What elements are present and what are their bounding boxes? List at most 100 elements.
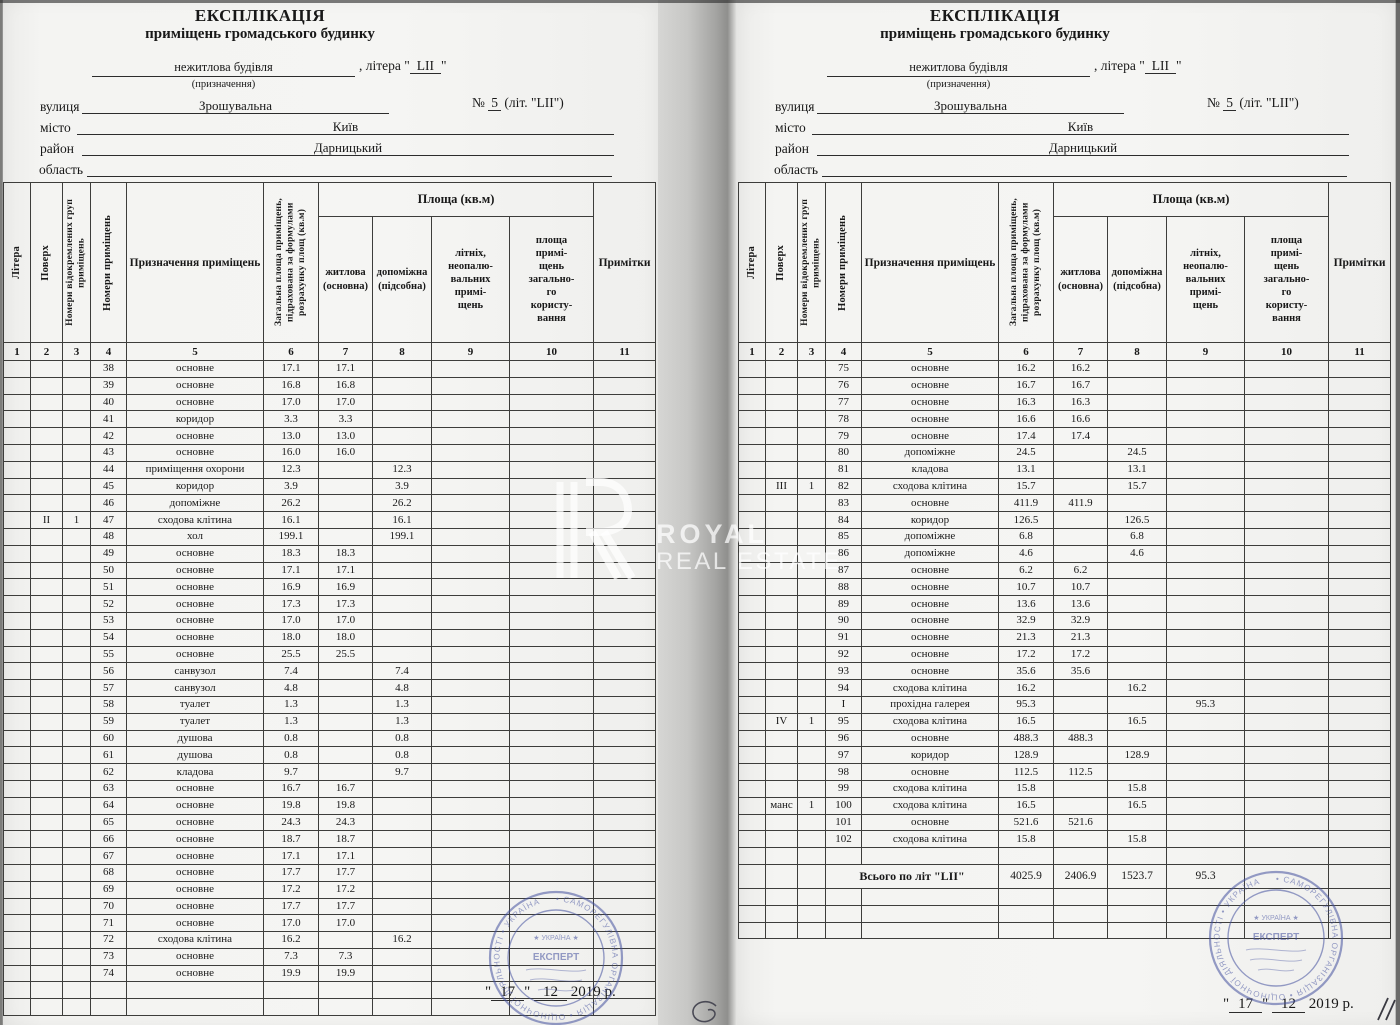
city-underline: [77, 120, 614, 135]
col-header-poverh: Поверх: [30, 182, 63, 343]
empty-cell: [797, 628, 826, 647]
empty-cell: [431, 443, 510, 462]
empty-cell: [593, 712, 657, 731]
empty-cell: [3, 830, 31, 849]
empty-cell: [372, 544, 432, 563]
empty-cell: [318, 712, 373, 731]
empty-cell: [765, 376, 798, 395]
empty-cell: [797, 376, 826, 395]
empty-cell: [431, 779, 510, 798]
empty-cell: [30, 931, 63, 949]
empty-cell: [1107, 494, 1167, 513]
empty-cell: [318, 998, 373, 1017]
cell: 13.1: [1107, 460, 1167, 479]
cell: 56: [90, 662, 127, 681]
table-row: 50 основне 17.1 17.1: [3, 561, 657, 580]
empty-cell: [3, 494, 31, 513]
empty-cell: [30, 830, 63, 849]
empty-cell: [1166, 393, 1245, 412]
number-value: 5: [488, 95, 502, 111]
empty-cell: [593, 695, 657, 714]
empty-cell: [738, 360, 766, 378]
table-row: 89 основне 13.6 13.6: [738, 595, 1392, 613]
empty-cell: [765, 746, 798, 765]
cell: 16.5: [1107, 796, 1167, 815]
table-row: 48 хол 199.1 199.1: [3, 527, 657, 546]
empty-cell: [738, 393, 766, 412]
empty-cell: [30, 712, 63, 731]
empty-cell: [3, 931, 31, 949]
empty-cell: [825, 847, 862, 865]
cell: хол: [126, 527, 264, 546]
cell: 15.8: [1107, 779, 1167, 798]
empty-cell: [1053, 511, 1108, 529]
empty-cell: [431, 360, 510, 378]
cell: 46: [90, 494, 127, 513]
empty-cell: [3, 544, 31, 563]
cell: 1: [797, 712, 826, 731]
empty-cell: [738, 544, 766, 563]
empty-cell: [62, 763, 91, 781]
cell: 21.3: [998, 628, 1054, 647]
cell: 521.6: [998, 813, 1054, 832]
blank-row: [738, 847, 1392, 865]
empty-cell: [738, 712, 766, 731]
table-row: 86 допоміжне 4.6 4.6: [738, 544, 1392, 563]
empty-cell: [3, 662, 31, 681]
empty-cell: [1328, 628, 1392, 647]
cell: 411.9: [1053, 494, 1108, 513]
empty-cell: [30, 947, 63, 966]
cell: 26.2: [263, 494, 319, 513]
empty-cell: [593, 964, 657, 983]
empty-cell: [372, 578, 432, 597]
cell: 74: [90, 964, 127, 983]
city-value: Київ: [332, 119, 359, 134]
empty-cell: [593, 360, 657, 378]
cell: коридор: [126, 410, 264, 429]
empty-cell: [797, 904, 826, 923]
cell: 18.3: [263, 544, 319, 563]
empty-cell: [30, 880, 63, 899]
table-row: 93 основне 35.6 35.6: [738, 662, 1392, 681]
empty-cell: [1053, 443, 1108, 462]
cell: кладова: [126, 763, 264, 781]
cell: 7.4: [372, 662, 432, 681]
quote: ": [485, 984, 492, 1000]
cell: основне: [861, 376, 999, 395]
empty-cell: [738, 443, 766, 462]
col-header-summer: літніх, неопалю- вальних примі- щень: [431, 216, 510, 343]
cell: 45: [90, 477, 127, 496]
empty-cell: [593, 628, 657, 647]
cell: коридор: [861, 746, 999, 765]
table-row: 98 основне 112.5 112.5: [738, 763, 1392, 781]
empty-cell: [1328, 360, 1392, 378]
empty-cell: [861, 887, 999, 906]
city-label: місто: [40, 120, 71, 135]
empty-cell: [593, 578, 657, 597]
empty-cell: [508, 897, 595, 916]
empty-cell: [765, 611, 798, 630]
empty-cell: [1328, 427, 1392, 445]
empty-cell: [3, 779, 31, 798]
empty-cell: [62, 964, 91, 983]
cell: 13.6: [1053, 595, 1108, 613]
table-row: 92 основне 17.2 17.2: [738, 645, 1392, 664]
cell: 1.3: [263, 695, 319, 714]
cell: душова: [126, 746, 264, 765]
cell: 1: [797, 796, 826, 815]
col-header-litera: Літера: [3, 182, 31, 343]
cell: 3.9: [263, 477, 319, 496]
table-row: 56 санвузол 7.4 7.4: [3, 662, 657, 681]
empty-cell: [1328, 578, 1392, 597]
cell: 18.0: [263, 628, 319, 647]
empty-cell: [593, 729, 657, 748]
street-value: Зрошувальна: [198, 98, 273, 113]
empty-cell: [3, 561, 31, 580]
empty-cell: [765, 628, 798, 647]
purpose-underline: [92, 76, 355, 77]
purpose-caption: (призначення): [926, 79, 991, 90]
quote: ": [1262, 996, 1269, 1012]
table-row: 61 душова 0.8 0.8: [3, 746, 657, 765]
cell: 72: [90, 931, 127, 949]
empty-cell: [431, 763, 510, 781]
